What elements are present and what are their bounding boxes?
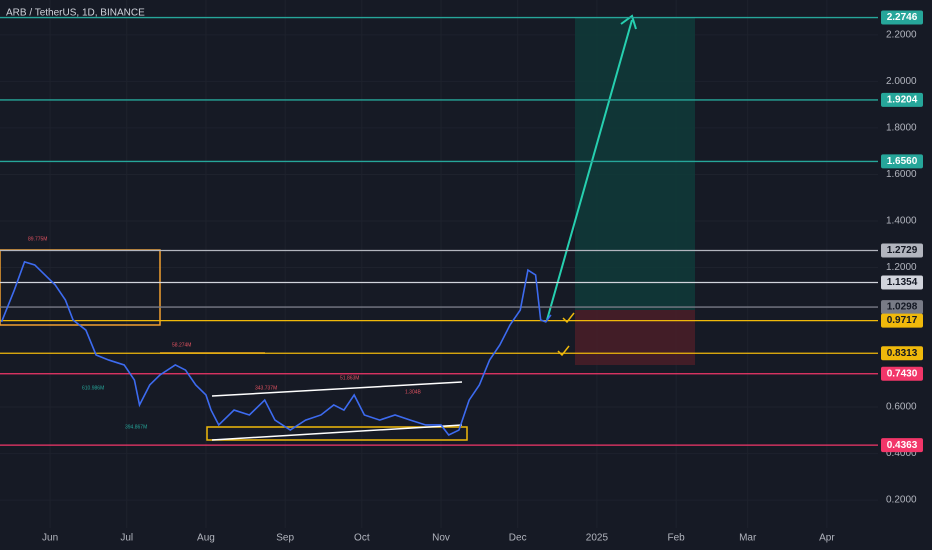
level-label: 1.1354 [887,277,918,288]
y-tick-label: 0.6000 [886,402,917,413]
profit-zone [575,18,695,310]
level-label-box [881,438,923,453]
x-tick-label: Jun [42,533,58,544]
trend-line [211,424,463,441]
annotation: 610.986M [82,385,104,391]
x-tick-label: Sep [276,533,294,544]
x-tick-label: Jul [120,533,133,544]
loss-zone [575,310,695,365]
annotation: 1.304B [405,389,422,395]
level-label: 1.2729 [887,245,918,256]
annotation: 343.737M [255,385,277,391]
y-tick-label: 2.2000 [886,30,917,41]
check-mark [557,345,570,357]
projection-arrow [546,19,633,321]
annotation: 51.863M [340,375,359,381]
y-tick-label: 0.4000 [886,448,917,459]
level-label-box [881,92,923,107]
x-tick-label: Feb [668,533,686,544]
trend-line [211,381,463,397]
annotation: 58.274M [172,342,191,348]
annotation: 394.867M [125,424,147,430]
y-tick-label: 1.6000 [886,169,917,180]
level-label: 0.8313 [887,348,918,359]
level-label: 0.9717 [887,315,918,326]
level-label-box [881,313,923,328]
x-tick-label: 2025 [586,533,609,544]
arrow-head [620,14,637,30]
level-label: 1.9204 [887,95,918,106]
x-tick-label: Aug [197,533,215,544]
level-label-box [881,275,923,290]
level-label-box [881,154,923,169]
level-label: 2.2746 [887,12,918,23]
level-label: 0.4363 [887,440,918,451]
level-label: 0.7430 [887,368,918,379]
price-line [0,260,552,436]
y-tick-label: 2.0000 [886,76,917,87]
y-tick-label: 1.2000 [886,262,917,273]
y-tick-label: 0.2000 [886,495,917,506]
level-label: 1.6560 [887,156,918,167]
x-tick-label: Dec [509,533,527,544]
level-label: 1.0298 [887,302,918,313]
x-tick-label: Oct [354,533,370,544]
y-tick-label: 1.4000 [886,216,917,227]
level-label-box [881,300,923,315]
x-tick-label: Apr [819,533,835,544]
x-tick-label: Mar [739,533,757,544]
level-label-box [881,346,923,361]
level-label-box [881,366,923,381]
chart-title: ARB / TetherUS, 1D, BINANCE [6,8,145,19]
y-tick-label: 1.8000 [886,123,917,134]
range-box [206,426,468,441]
x-tick-label: Nov [432,533,450,544]
check-mark [562,312,575,324]
level-label-box [881,243,923,258]
annotation: 89.775M [28,236,47,242]
level-label-box [881,10,923,25]
